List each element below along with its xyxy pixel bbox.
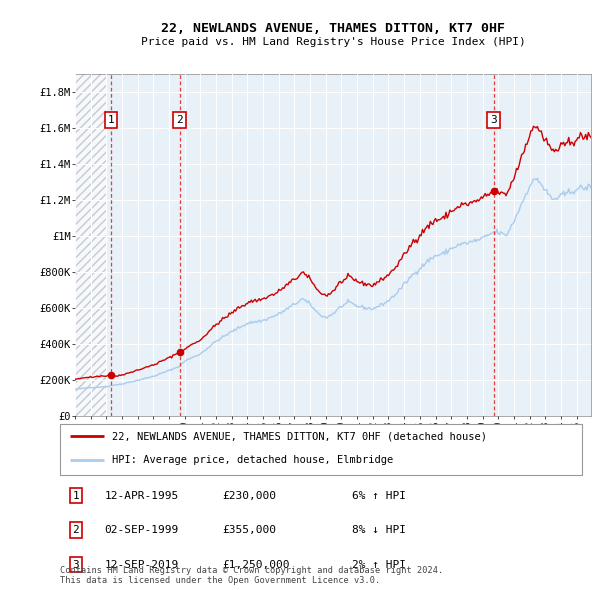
Text: 1: 1: [72, 490, 79, 500]
Text: Price paid vs. HM Land Registry's House Price Index (HPI): Price paid vs. HM Land Registry's House …: [140, 37, 526, 47]
Text: HPI: Average price, detached house, Elmbridge: HPI: Average price, detached house, Elmb…: [112, 455, 394, 465]
Text: 3: 3: [72, 560, 79, 570]
Bar: [75, 74, 106, 416]
Text: £230,000: £230,000: [222, 490, 276, 500]
Text: 12-SEP-2019: 12-SEP-2019: [104, 560, 179, 570]
Text: 2% ↑ HPI: 2% ↑ HPI: [352, 560, 406, 570]
Text: £1,250,000: £1,250,000: [222, 560, 289, 570]
Text: 02-SEP-1999: 02-SEP-1999: [104, 525, 179, 535]
Text: 2: 2: [176, 115, 183, 125]
Text: 12-APR-1995: 12-APR-1995: [104, 490, 179, 500]
Text: 22, NEWLANDS AVENUE, THAMES DITTON, KT7 0HF (detached house): 22, NEWLANDS AVENUE, THAMES DITTON, KT7 …: [112, 431, 487, 441]
Text: 22, NEWLANDS AVENUE, THAMES DITTON, KT7 0HF: 22, NEWLANDS AVENUE, THAMES DITTON, KT7 …: [161, 22, 505, 35]
Text: 1: 1: [107, 115, 114, 125]
Text: 6% ↑ HPI: 6% ↑ HPI: [352, 490, 406, 500]
Text: Contains HM Land Registry data © Crown copyright and database right 2024.
This d: Contains HM Land Registry data © Crown c…: [60, 566, 443, 585]
FancyBboxPatch shape: [60, 424, 582, 475]
Text: 3: 3: [490, 115, 497, 125]
Text: £355,000: £355,000: [222, 525, 276, 535]
Text: 8% ↓ HPI: 8% ↓ HPI: [352, 525, 406, 535]
Text: 2: 2: [72, 525, 79, 535]
